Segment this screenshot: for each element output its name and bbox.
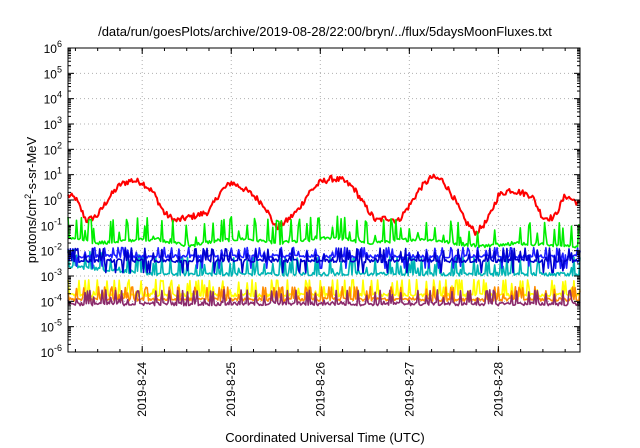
series-line-4: [67, 247, 581, 274]
x-tick-label: 2019-8-25: [224, 362, 238, 417]
series-line-7: [67, 289, 581, 307]
y-tick-label: 10-3: [41, 267, 62, 284]
x-axis: 2019-8-24 2019-8-25 2019-8-26 2019-8-27 2019…: [74, 48, 566, 417]
y-tick-label: 100: [44, 191, 62, 208]
y-tick-label: 10-6: [41, 343, 62, 360]
y-tick-label: 106: [44, 39, 62, 56]
y-tick-label: 10-4: [41, 292, 62, 309]
series-line-2: [67, 248, 581, 277]
y-axis-label: protons/cm2-s-sr-MeV: [23, 136, 39, 263]
x-axis-label: Coordinated Universal Time (UTC): [225, 430, 424, 445]
y-axis: 10-6 10-5 10-4 10-3 10-2 10-1 100 101 102 103 104 1…: [41, 39, 580, 360]
x-tick-label: 2019-8-28: [491, 362, 505, 417]
grid: [68, 48, 580, 352]
y-tick-label: 101: [44, 166, 62, 183]
y-tick-label: 10-5: [41, 318, 62, 335]
x-tick-label: 2019-8-27: [402, 362, 416, 417]
chart-title: /data/run/goesPlots/archive/2019-08-28/2…: [98, 24, 552, 39]
y-tick-label: 105: [44, 64, 62, 81]
y-tick-label: 103: [44, 115, 62, 132]
y-tick-label: 104: [44, 90, 62, 107]
series-group: [67, 173, 581, 307]
y-tick-label: 102: [44, 140, 62, 157]
x-tick-label: 2019-8-26: [313, 362, 327, 417]
x-tick-label: 2019-8-24: [135, 362, 149, 417]
y-tick-label: 10-2: [41, 242, 62, 259]
y-tick-label: 10-1: [41, 216, 62, 233]
series-line-6: [67, 285, 581, 303]
series-line-1: [67, 215, 581, 249]
series-line-0: [67, 173, 581, 236]
